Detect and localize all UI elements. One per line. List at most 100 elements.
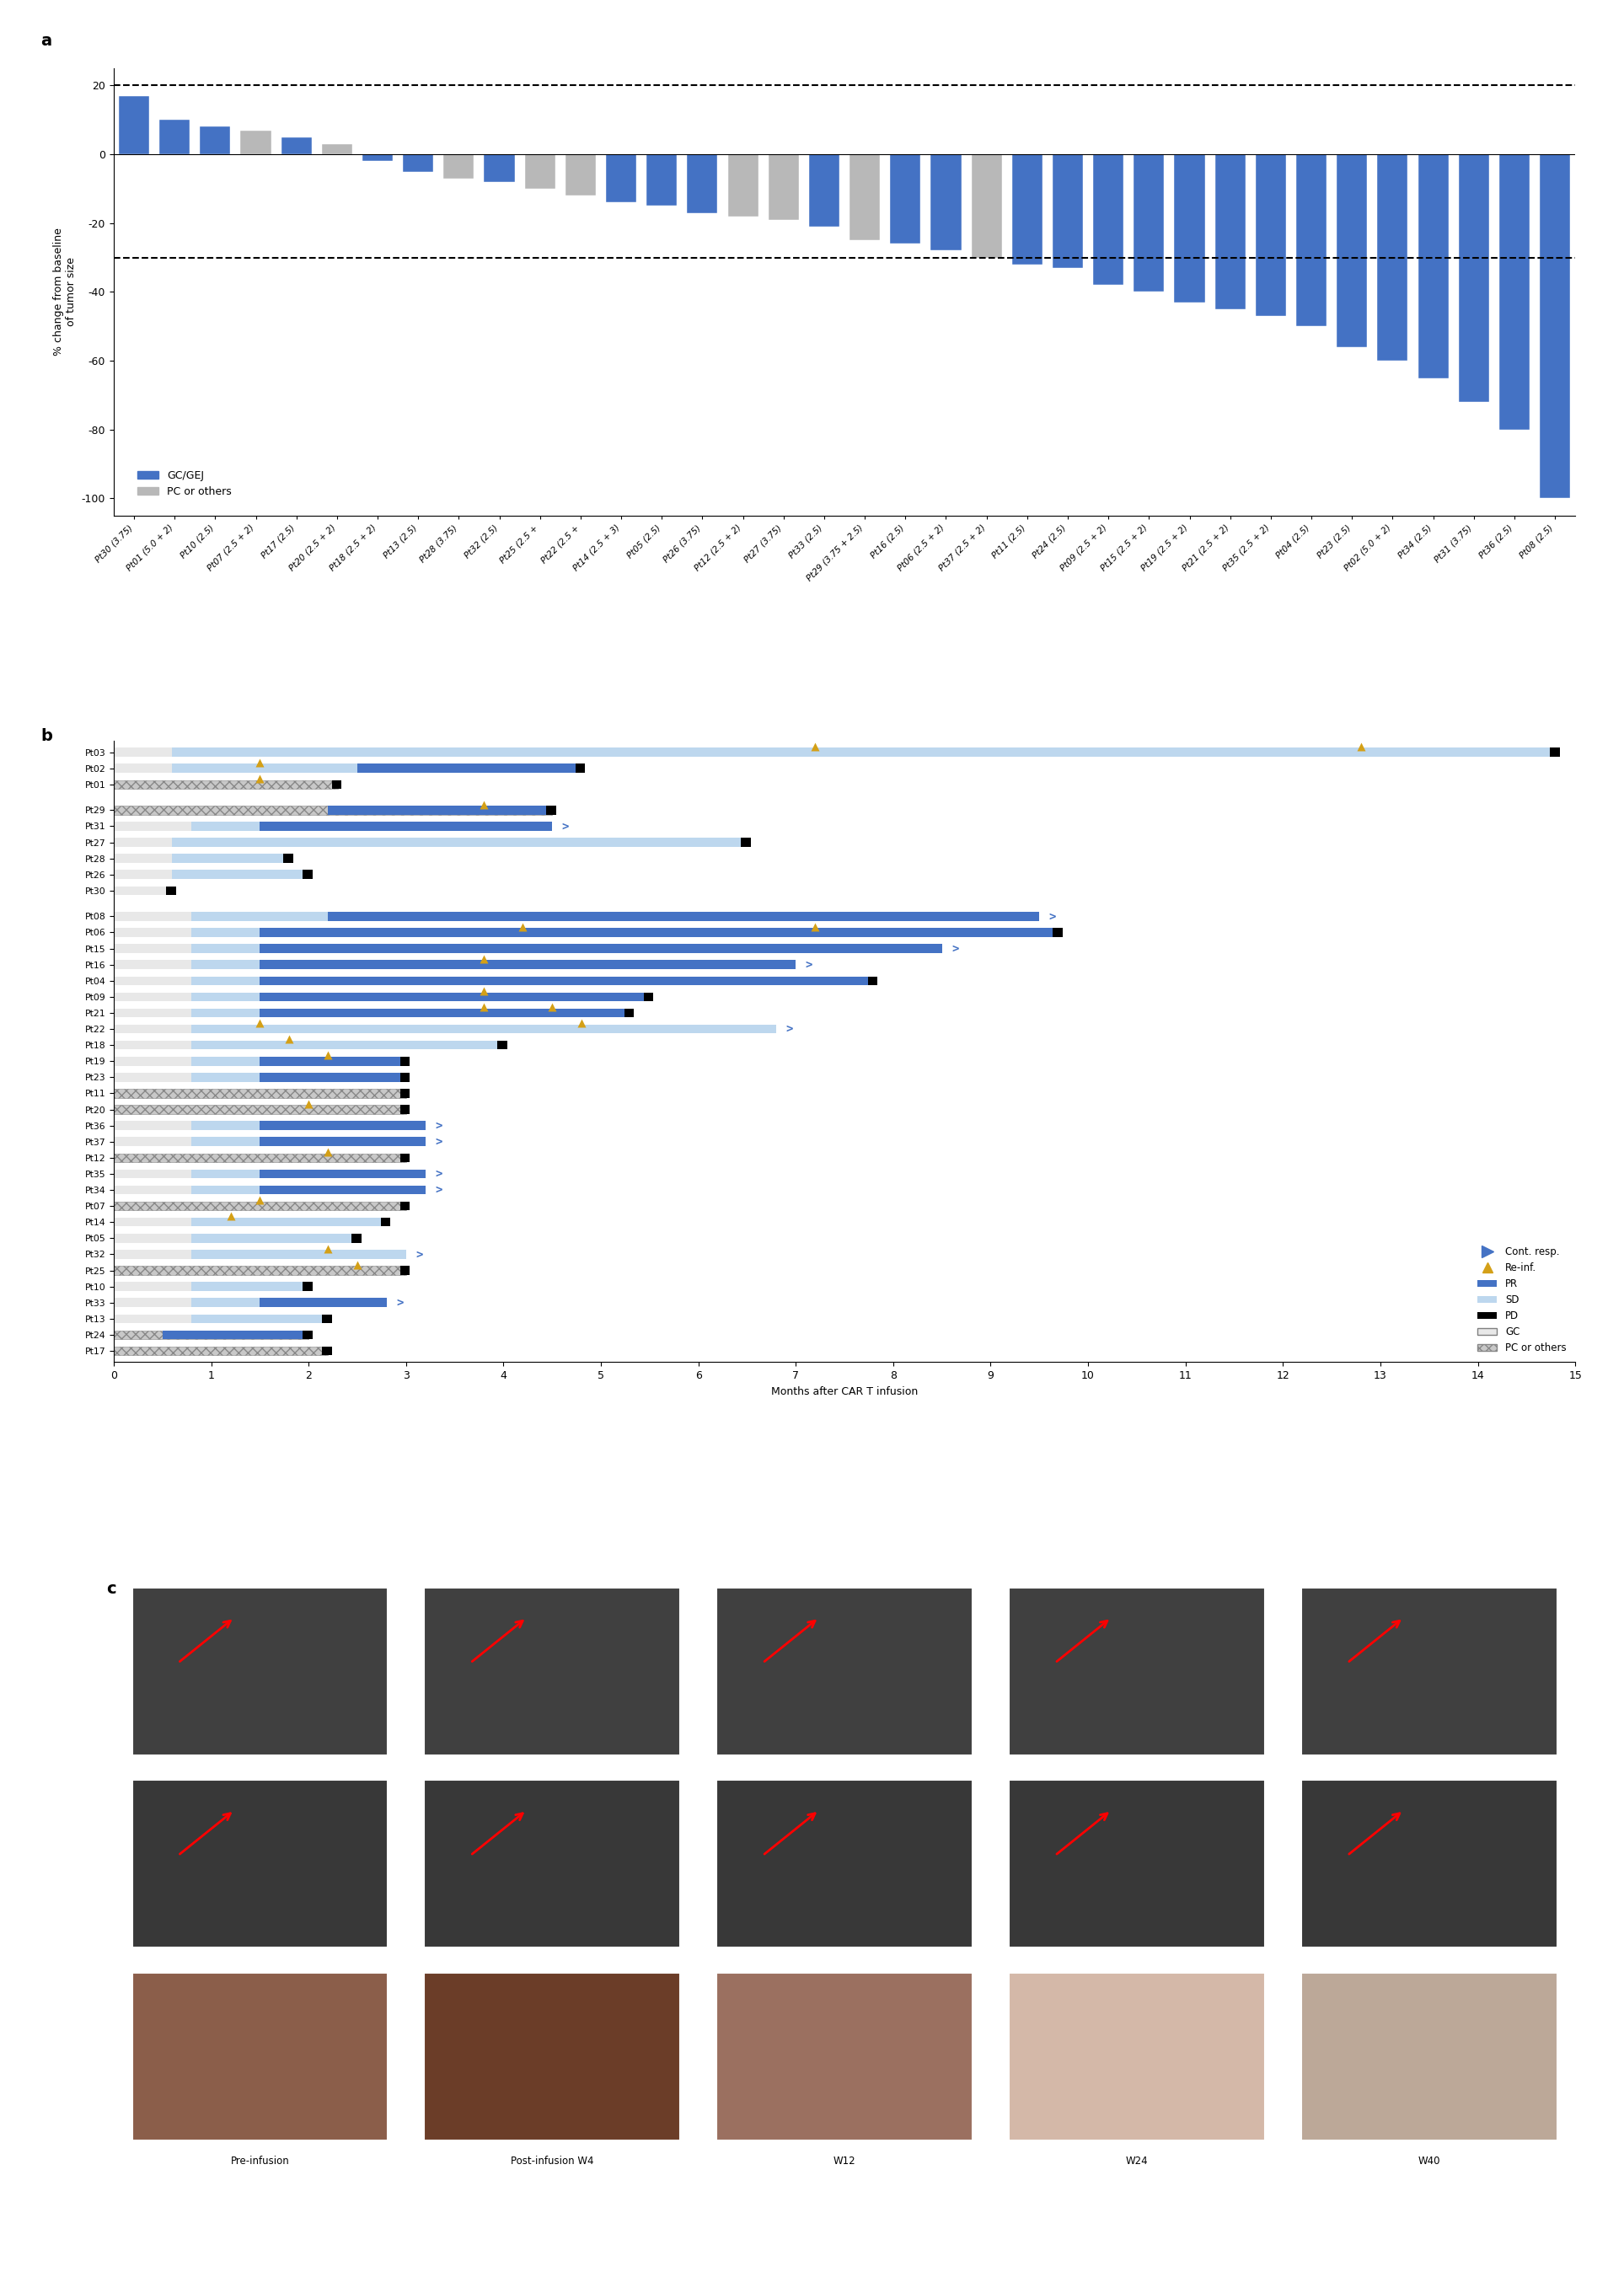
Bar <box>328 806 552 815</box>
Bar <box>260 1057 406 1066</box>
Bar <box>1499 155 1530 430</box>
Bar <box>302 1282 312 1291</box>
Bar <box>525 155 555 189</box>
FancyBboxPatch shape <box>716 1972 973 2140</box>
Bar <box>624 1009 633 1018</box>
Text: >: > <box>435 1184 442 1195</box>
Bar <box>114 1346 328 1355</box>
Bar <box>114 911 1039 920</box>
Bar <box>114 1170 425 1177</box>
Bar <box>497 1041 507 1050</box>
Bar <box>260 1136 425 1145</box>
FancyBboxPatch shape <box>1009 1972 1265 2140</box>
Bar <box>192 822 260 831</box>
Bar <box>260 1186 425 1195</box>
Bar <box>192 1186 260 1195</box>
Bar <box>322 143 352 155</box>
Text: >: > <box>396 1296 403 1309</box>
Bar <box>114 1104 406 1113</box>
Text: >: > <box>1049 911 1056 922</box>
Bar <box>867 977 877 986</box>
Bar <box>172 838 747 847</box>
FancyBboxPatch shape <box>424 1972 680 2140</box>
Bar <box>172 747 1556 756</box>
Bar <box>400 1202 409 1211</box>
Bar <box>114 1025 776 1034</box>
Bar <box>162 1330 309 1339</box>
FancyBboxPatch shape <box>1301 1587 1557 1756</box>
Bar <box>890 155 921 244</box>
Bar <box>400 1104 409 1113</box>
Bar <box>192 1282 309 1291</box>
Bar <box>281 137 312 155</box>
Text: W12: W12 <box>833 2156 856 2168</box>
Bar <box>260 1009 630 1018</box>
Bar <box>114 886 172 895</box>
Bar <box>114 929 1059 936</box>
Bar <box>114 1234 357 1243</box>
Bar <box>114 945 942 954</box>
Bar <box>575 763 585 772</box>
Bar <box>114 806 552 815</box>
Bar <box>1296 155 1327 326</box>
Bar <box>260 1072 406 1082</box>
Bar <box>971 155 1002 257</box>
FancyBboxPatch shape <box>716 1587 973 1756</box>
Bar <box>1093 155 1124 285</box>
Bar <box>114 1136 425 1145</box>
FancyBboxPatch shape <box>716 1781 973 1947</box>
Bar <box>192 911 328 920</box>
Bar <box>114 1330 309 1339</box>
Bar <box>687 155 718 212</box>
Bar <box>849 155 880 241</box>
Bar <box>172 763 357 772</box>
Bar <box>192 1298 260 1307</box>
Text: a: a <box>41 32 52 48</box>
Bar <box>192 1009 260 1018</box>
Bar <box>565 155 596 196</box>
Bar <box>159 121 190 155</box>
Bar <box>400 1057 409 1066</box>
Bar <box>443 155 474 178</box>
Bar <box>1134 155 1164 291</box>
Text: b: b <box>41 729 52 745</box>
Bar <box>283 854 292 863</box>
Bar <box>192 945 260 954</box>
FancyBboxPatch shape <box>132 1587 388 1756</box>
Bar <box>484 155 515 182</box>
Bar <box>260 961 796 970</box>
Bar <box>192 1234 357 1243</box>
Bar <box>380 1218 390 1227</box>
Text: >: > <box>435 1168 442 1179</box>
Bar <box>114 1009 630 1018</box>
FancyBboxPatch shape <box>1301 1781 1557 1947</box>
Bar <box>606 155 637 203</box>
Bar <box>114 1314 328 1323</box>
Bar <box>192 1041 503 1050</box>
Bar <box>1337 155 1367 346</box>
Bar <box>114 870 309 879</box>
Bar <box>192 1120 260 1129</box>
Text: >: > <box>562 820 568 831</box>
Bar <box>114 1120 425 1129</box>
Legend: Cont. resp., Re-inf., PR, SD, PD, GC, PC or others: Cont. resp., Re-inf., PR, SD, PD, GC, PC… <box>1473 1243 1570 1357</box>
Bar <box>114 993 650 1002</box>
Bar <box>302 870 312 879</box>
Bar <box>400 1154 409 1161</box>
Text: W24: W24 <box>1125 2156 1148 2168</box>
Bar <box>114 854 289 863</box>
Bar <box>328 911 1039 920</box>
Bar <box>400 1266 409 1275</box>
Bar <box>260 1298 387 1307</box>
Bar <box>260 977 874 986</box>
Bar <box>331 781 341 788</box>
Text: >: > <box>806 959 812 970</box>
Bar <box>192 977 260 986</box>
Bar <box>1012 155 1043 264</box>
Bar <box>172 870 309 879</box>
Bar <box>357 763 581 772</box>
Bar <box>114 1298 387 1307</box>
Bar <box>114 1072 406 1082</box>
Bar <box>1215 155 1246 310</box>
Text: >: > <box>435 1136 442 1148</box>
